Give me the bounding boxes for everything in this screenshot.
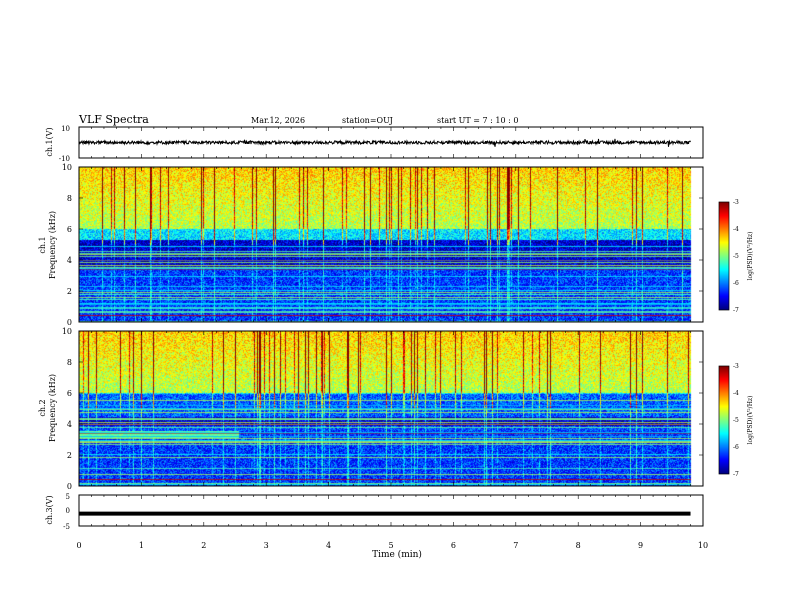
spec-ytick-label: 6 bbox=[67, 225, 72, 234]
x-tick-label: 1 bbox=[139, 541, 144, 550]
spec-ytick-label: 6 bbox=[67, 389, 72, 398]
colorbar-tick-label: -3 bbox=[733, 363, 739, 370]
spec-ytick-label: 0 bbox=[67, 482, 72, 491]
colorbar-tick-label: -3 bbox=[733, 199, 739, 206]
ch1-spec-title: ch.1 bbox=[38, 236, 47, 253]
x-tick-label: 6 bbox=[451, 541, 456, 550]
start-time-label: start UT = 7 : 10 : 0 bbox=[437, 116, 518, 125]
ch2-colorbar: -3 -4 -5 -6 -7 log(PSD)(V²/Hz) bbox=[718, 363, 754, 478]
ch2-colorbar-frame bbox=[718, 365, 730, 475]
station-label: station=OUJ bbox=[342, 116, 393, 125]
x-tick-labels: 0 1 2 3 4 5 6 7 8 9 10 bbox=[76, 541, 708, 550]
colorbar-tick-label: -5 bbox=[733, 253, 739, 260]
spec-ytick-label: 4 bbox=[67, 256, 72, 265]
spec-ytick-label: 2 bbox=[67, 451, 72, 460]
spec-ytick-label: 2 bbox=[67, 287, 72, 296]
ch3-ylabel: ch.3(V) bbox=[45, 495, 54, 524]
spec-ytick-label: 10 bbox=[62, 327, 72, 336]
ch2-spectrogram-panel: 0 2 4 6 8 10 ch.2 Frequency (kHz) bbox=[38, 327, 704, 491]
ch1-spectrogram-panel: 0 2 4 6 8 10 ch.1 Frequency (kHz) bbox=[38, 163, 704, 327]
colorbar-tick-label: -4 bbox=[733, 226, 739, 233]
x-tick-label: 3 bbox=[264, 541, 269, 550]
ch2-spec-title: ch.2 bbox=[38, 399, 47, 416]
ch2-colorbar-gradient bbox=[719, 366, 729, 474]
ch3-ytick-top: 5 bbox=[66, 493, 70, 501]
ch1-ylabel: ch.1(V) bbox=[45, 127, 54, 156]
x-tick-label: 9 bbox=[638, 541, 643, 550]
ch3-frame bbox=[78, 494, 704, 527]
spec-ytick-label: 8 bbox=[67, 358, 72, 367]
ch1-spec-ylabel: Frequency (kHz) bbox=[48, 211, 57, 279]
ch1-ytick-top: 10 bbox=[61, 125, 70, 133]
ch2-colorbar-wrap bbox=[719, 366, 729, 474]
colorbar-tick-label: -7 bbox=[733, 471, 739, 478]
colorbar-tick-label: -6 bbox=[733, 444, 739, 451]
x-tick-marks bbox=[78, 127, 704, 526]
x-tick-label: 5 bbox=[388, 541, 393, 550]
ch3-ytick-mid: 0 bbox=[66, 507, 70, 515]
ch1-trace bbox=[78, 138, 691, 147]
colorbar-tick-label: -5 bbox=[733, 417, 739, 424]
ch2-spectrogram-image bbox=[79, 331, 703, 486]
spec-ytick-label: 0 bbox=[67, 318, 72, 327]
x-tick-label: 8 bbox=[576, 541, 581, 550]
date-label: Mar.12, 2026 bbox=[251, 116, 305, 125]
ch1-waveform-panel: 10 -10 ch.1(V) bbox=[45, 125, 704, 163]
x-tick-label: 4 bbox=[326, 541, 331, 550]
x-tick-label: 2 bbox=[201, 541, 206, 550]
x-tick-label: 7 bbox=[513, 541, 518, 550]
ch1-colorbar-frame bbox=[718, 201, 730, 311]
ch2-spec-ylabel: Frequency (kHz) bbox=[48, 374, 57, 442]
ch1-colorbar-gradient bbox=[719, 202, 729, 310]
ch1-ytick-bottom: -10 bbox=[59, 155, 70, 163]
spec-ytick-label: 4 bbox=[67, 420, 72, 429]
colorbar-tick-label: -6 bbox=[733, 280, 739, 287]
ch2-spectrogram-image-wrap bbox=[79, 331, 703, 486]
ch1-colorbar-label: log(PSD)(V²/Hz) bbox=[747, 232, 754, 281]
ch2-colorbar-label: log(PSD)(V²/Hz) bbox=[747, 396, 754, 445]
ch1-spectrogram-image-wrap bbox=[79, 167, 703, 322]
ch1-colorbar: -3 -4 -5 -6 -7 log(PSD)(V²/Hz) bbox=[718, 199, 754, 314]
colorbar-tick-label: -7 bbox=[733, 307, 739, 314]
colorbar-tick-label: -4 bbox=[733, 390, 739, 397]
ch1-spectrogram-image bbox=[79, 167, 703, 322]
spec-ytick-label: 10 bbox=[62, 163, 72, 172]
figure-title: VLF Spectra bbox=[78, 113, 149, 126]
ch1-colorbar-wrap bbox=[719, 202, 729, 310]
x-tick-label: 0 bbox=[76, 541, 81, 550]
x-axis-label: Time (min) bbox=[372, 549, 422, 560]
ch3-ytick-bottom: -5 bbox=[63, 523, 70, 531]
x-tick-label: 10 bbox=[698, 541, 708, 550]
spec-ytick-label: 8 bbox=[67, 194, 72, 203]
ch3-waveform-panel: 5 0 -5 ch.3(V) bbox=[45, 493, 704, 531]
